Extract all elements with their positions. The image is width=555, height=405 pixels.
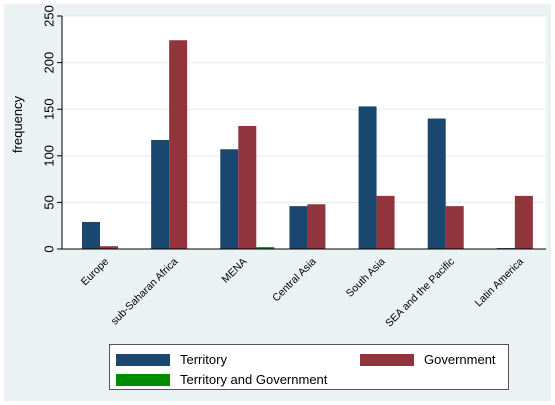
legend-item-territory-and-government: Territory and Government (116, 372, 327, 387)
legend-swatch-government (360, 353, 414, 366)
gridlines (62, 15, 546, 203)
y-tick-label: 200 (41, 52, 56, 74)
bars (82, 40, 533, 250)
x-tick-label: South Asia (344, 256, 388, 300)
x-tick-label: Central Asia (270, 256, 319, 305)
x-tick-label: MENA (220, 256, 250, 286)
legend-label-territory: Territory (180, 352, 227, 367)
legend-swatch-territory (116, 353, 170, 366)
bar-territory-and-government-mena (256, 247, 275, 249)
bar-territory-europe (82, 221, 100, 249)
chart-figure: 0 50 100 150 200 250 Europe sub-Saharan Africa M… (4, 4, 551, 401)
legend-label-government: Government (424, 352, 496, 367)
legend-label-territory-and-government: Territory and Government (180, 372, 328, 387)
bar-territory-south-asia (358, 106, 377, 250)
legend-swatch-territory-and-government (116, 373, 170, 386)
x-tick-label: Latin America (473, 256, 527, 310)
bar-territory-sub-saharan-africa (151, 139, 170, 249)
bar-government-europe (100, 246, 118, 249)
legend: Territory Government Territory and Gover… (109, 344, 509, 390)
bar-territory-mena (220, 149, 239, 249)
bar-government-sub-saharan-africa (169, 40, 188, 250)
bar-government-sea-and-the-pacific (445, 206, 464, 249)
bar-government-latin-america (514, 195, 533, 249)
bar-government-central-asia (307, 204, 326, 249)
y-tick-label: 0 (41, 245, 56, 252)
y-tick-label: 250 (41, 5, 56, 27)
x-tick-label: SEA and the Pacific (383, 256, 457, 330)
bar-territory-sea-and-the-pacific (427, 118, 446, 250)
y-tick-label: 100 (41, 145, 56, 167)
bar-territory-central-asia (289, 206, 308, 249)
y-tick-label: 150 (41, 98, 56, 120)
bar-government-south-asia (376, 195, 395, 249)
x-tick-label: sub-Saharan Africa (109, 256, 181, 328)
bar-government-mena (238, 125, 257, 249)
y-tick-label: 50 (41, 195, 56, 209)
x-tick-label: Europe (79, 256, 112, 289)
legend-item-government: Government (360, 352, 496, 367)
y-axis-title: frequency (10, 95, 25, 153)
legend-item-territory: Territory (116, 352, 227, 367)
